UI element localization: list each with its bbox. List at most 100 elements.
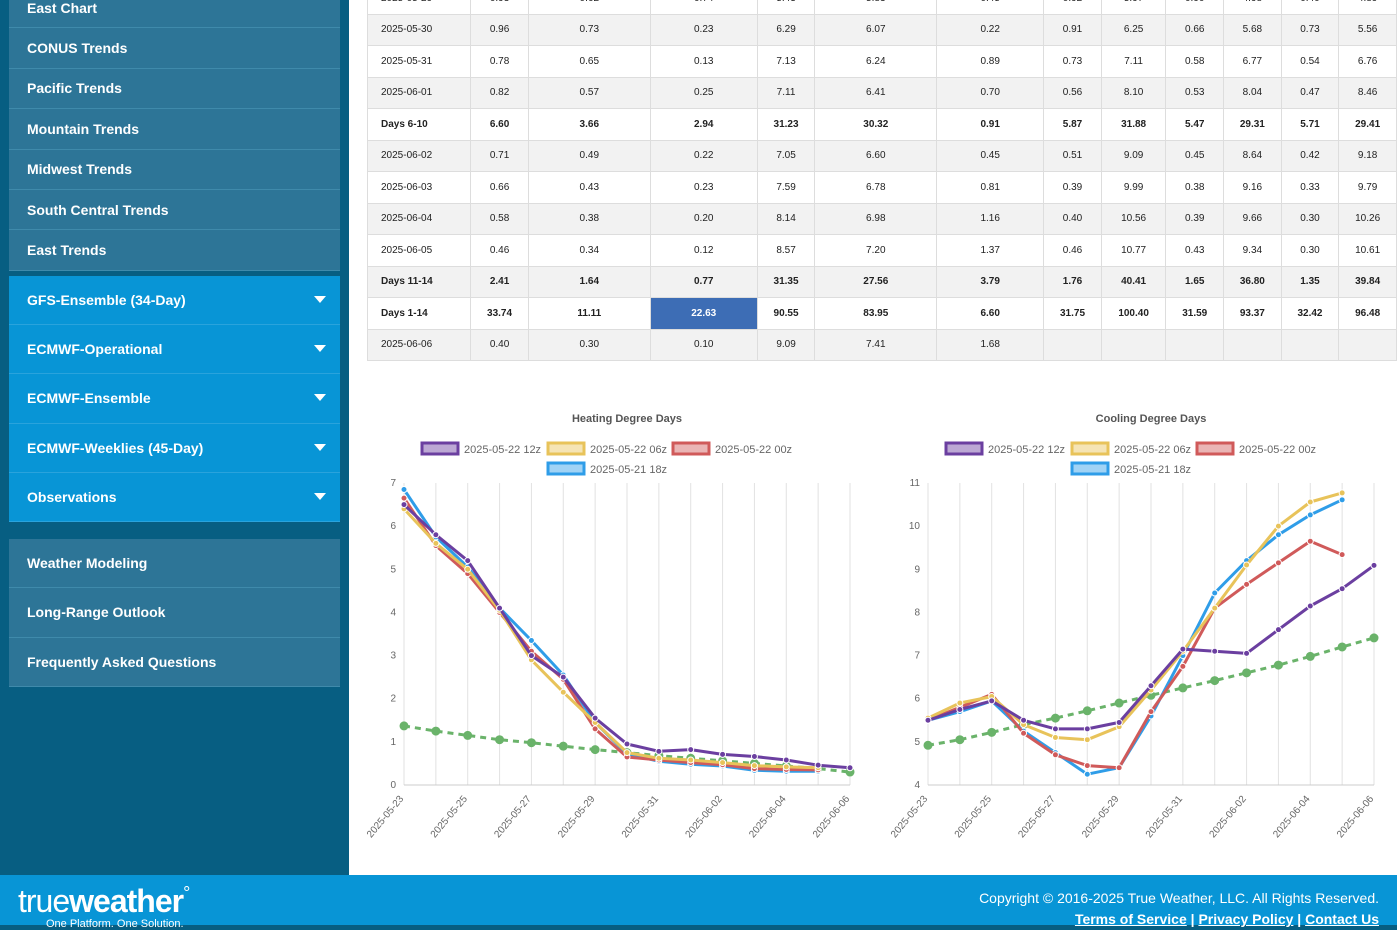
nav-east-chart[interactable]: East Chart [9, 0, 340, 29]
data-point[interactable] [988, 697, 996, 705]
data-point[interactable] [400, 485, 408, 493]
data-point[interactable] [558, 741, 568, 751]
nav-pacific-trends[interactable]: Pacific Trends [9, 69, 340, 110]
data-point[interactable] [464, 557, 472, 565]
data-point[interactable] [1243, 649, 1251, 657]
data-point[interactable] [1338, 551, 1346, 559]
data-point[interactable] [1243, 580, 1251, 588]
data-point[interactable] [1083, 736, 1091, 744]
data-point[interactable] [846, 764, 854, 772]
chevron-down-icon[interactable] [314, 345, 326, 353]
nav-south-central-trends[interactable]: South Central Trends [9, 190, 340, 231]
data-point[interactable] [955, 735, 965, 745]
data-point[interactable] [1274, 522, 1282, 530]
data-point[interactable] [1337, 642, 1347, 652]
data-point[interactable] [1051, 725, 1059, 733]
data-point[interactable] [923, 740, 933, 750]
data-point[interactable] [1243, 561, 1251, 569]
data-point[interactable] [1179, 645, 1187, 653]
legend-item[interactable]: 2025-05-21 18z [1070, 461, 1191, 476]
legend-item[interactable]: 2025-05-22 00z [671, 441, 792, 456]
data-point[interactable] [1274, 559, 1282, 567]
data-point[interactable] [924, 716, 932, 724]
data-point[interactable] [432, 531, 440, 539]
data-point[interactable] [687, 756, 695, 764]
data-point[interactable] [590, 745, 600, 755]
data-point[interactable] [1306, 537, 1314, 545]
data-point[interactable] [623, 740, 631, 748]
data-point[interactable] [1147, 682, 1155, 690]
data-point[interactable] [400, 501, 408, 509]
data-point[interactable] [719, 750, 727, 758]
data-point[interactable] [1147, 708, 1155, 716]
nav-east-trends[interactable]: East Trends [9, 230, 340, 271]
data-point[interactable] [1306, 498, 1314, 506]
data-point[interactable] [719, 759, 727, 767]
data-point[interactable] [1050, 713, 1060, 723]
data-point[interactable] [750, 753, 758, 761]
data-point[interactable] [655, 747, 663, 755]
data-point[interactable] [1306, 511, 1314, 519]
legend-item[interactable]: 2025-05-22 06z [546, 441, 667, 456]
legend-item[interactable]: 2025-05-22 06z [1070, 441, 1191, 456]
nav-ecmwf-weeklies[interactable]: ECMWF-Weeklies (45-Day) [9, 424, 340, 473]
data-point[interactable] [987, 727, 997, 737]
data-point[interactable] [400, 494, 408, 502]
legend-item[interactable]: 2025-05-22 00z [1195, 441, 1316, 456]
data-point[interactable] [1178, 683, 1188, 693]
data-point[interactable] [1338, 489, 1346, 497]
data-point[interactable] [591, 714, 599, 722]
privacy-link[interactable]: Privacy Policy [1198, 911, 1294, 927]
nav-ecmwf-operational[interactable]: ECMWF-Operational [9, 325, 340, 375]
chevron-down-icon[interactable] [314, 296, 326, 303]
data-point[interactable] [1020, 716, 1028, 724]
data-point[interactable] [464, 565, 472, 573]
data-point[interactable] [1211, 604, 1219, 612]
data-point[interactable] [463, 730, 473, 740]
contact-link[interactable]: Contact Us [1305, 911, 1379, 927]
data-point[interactable] [399, 721, 409, 731]
data-point[interactable] [655, 754, 663, 762]
data-point[interactable] [1114, 698, 1124, 708]
data-point[interactable] [1211, 589, 1219, 597]
data-point[interactable] [1306, 602, 1314, 610]
data-point[interactable] [956, 699, 964, 707]
data-point[interactable] [1115, 764, 1123, 772]
chevron-down-icon[interactable] [314, 394, 326, 402]
nav-faq[interactable]: Frequently Asked Questions [9, 638, 340, 687]
nav-ecmwf-ensemble[interactable]: ECMWF-Ensemble [9, 374, 340, 424]
data-point[interactable] [782, 763, 790, 771]
data-point[interactable] [814, 761, 822, 769]
data-point[interactable] [1083, 725, 1091, 733]
nav-weather-modeling[interactable]: Weather Modeling [9, 539, 340, 589]
data-point[interactable] [1211, 647, 1219, 655]
data-point[interactable] [1051, 751, 1059, 759]
data-point[interactable] [1338, 585, 1346, 593]
data-point[interactable] [559, 688, 567, 696]
data-point[interactable] [527, 636, 535, 644]
data-point[interactable] [1083, 770, 1091, 778]
data-point[interactable] [1274, 531, 1282, 539]
data-point[interactable] [1083, 762, 1091, 770]
data-point[interactable] [687, 746, 695, 754]
data-point[interactable] [623, 749, 631, 757]
terms-link[interactable]: Terms of Service [1074, 911, 1187, 927]
data-point[interactable] [1179, 662, 1187, 670]
data-point[interactable] [496, 604, 504, 612]
data-point[interactable] [495, 735, 505, 745]
nav-conus-trends[interactable]: CONUS Trends [9, 28, 340, 69]
trueweather-logo[interactable]: trueweather° [18, 883, 190, 920]
chevron-down-icon[interactable] [314, 492, 326, 500]
data-point[interactable] [1369, 633, 1379, 643]
data-point[interactable] [431, 726, 441, 736]
data-point[interactable] [1338, 496, 1346, 504]
data-point[interactable] [432, 539, 440, 547]
data-point[interactable] [1273, 660, 1283, 670]
data-point[interactable] [1210, 676, 1220, 686]
data-point[interactable] [591, 725, 599, 733]
nav-mountain-trends[interactable]: Mountain Trends [9, 109, 340, 150]
chevron-down-icon[interactable] [314, 443, 326, 451]
data-point[interactable] [1020, 729, 1028, 737]
data-point[interactable] [750, 762, 758, 770]
data-point[interactable] [782, 756, 790, 764]
